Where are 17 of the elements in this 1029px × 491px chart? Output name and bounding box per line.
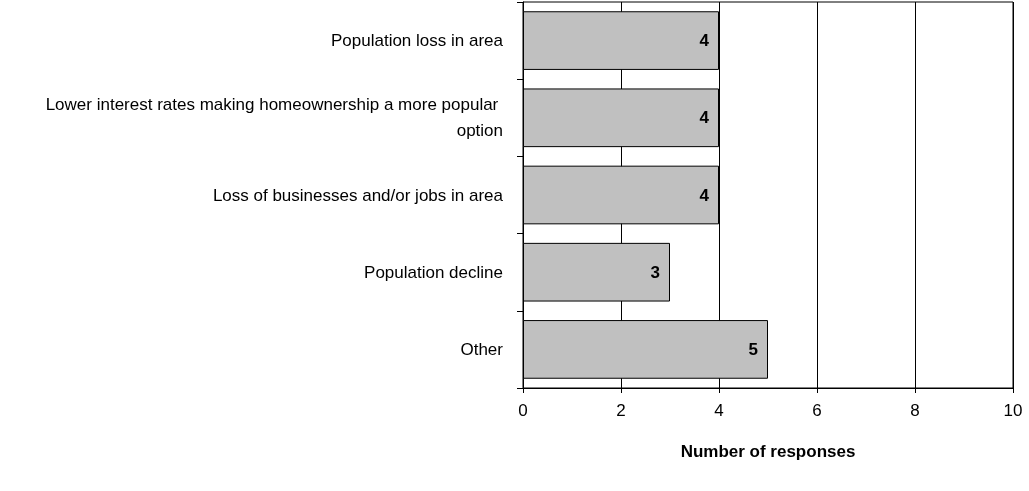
x-tick-label: 8 (910, 401, 920, 420)
x-tick-label: 6 (812, 401, 822, 420)
y-tick-label: Population loss in area (330, 31, 504, 51)
data-label: 4 (699, 185, 710, 205)
x-tick-label: 2 (616, 401, 626, 420)
y-tick-label: Loss of businesses and/or jobs in area (212, 185, 504, 205)
x-axis-title: Number of responses (680, 442, 856, 461)
data-label: 4 (699, 108, 710, 128)
data-label: 5 (748, 339, 758, 359)
data-label: 3 (650, 262, 660, 282)
x-tick-label: 4 (714, 401, 724, 420)
x-tick-label: 0 (518, 401, 528, 420)
x-tick-label: 10 (1003, 401, 1023, 420)
y-tick-label: Population decline (364, 262, 503, 282)
y-tick-label: Other (460, 339, 504, 359)
y-tick-label: Lower interest rates making homeownership a more popular option (45, 95, 503, 141)
data-label: 4 (699, 31, 710, 51)
